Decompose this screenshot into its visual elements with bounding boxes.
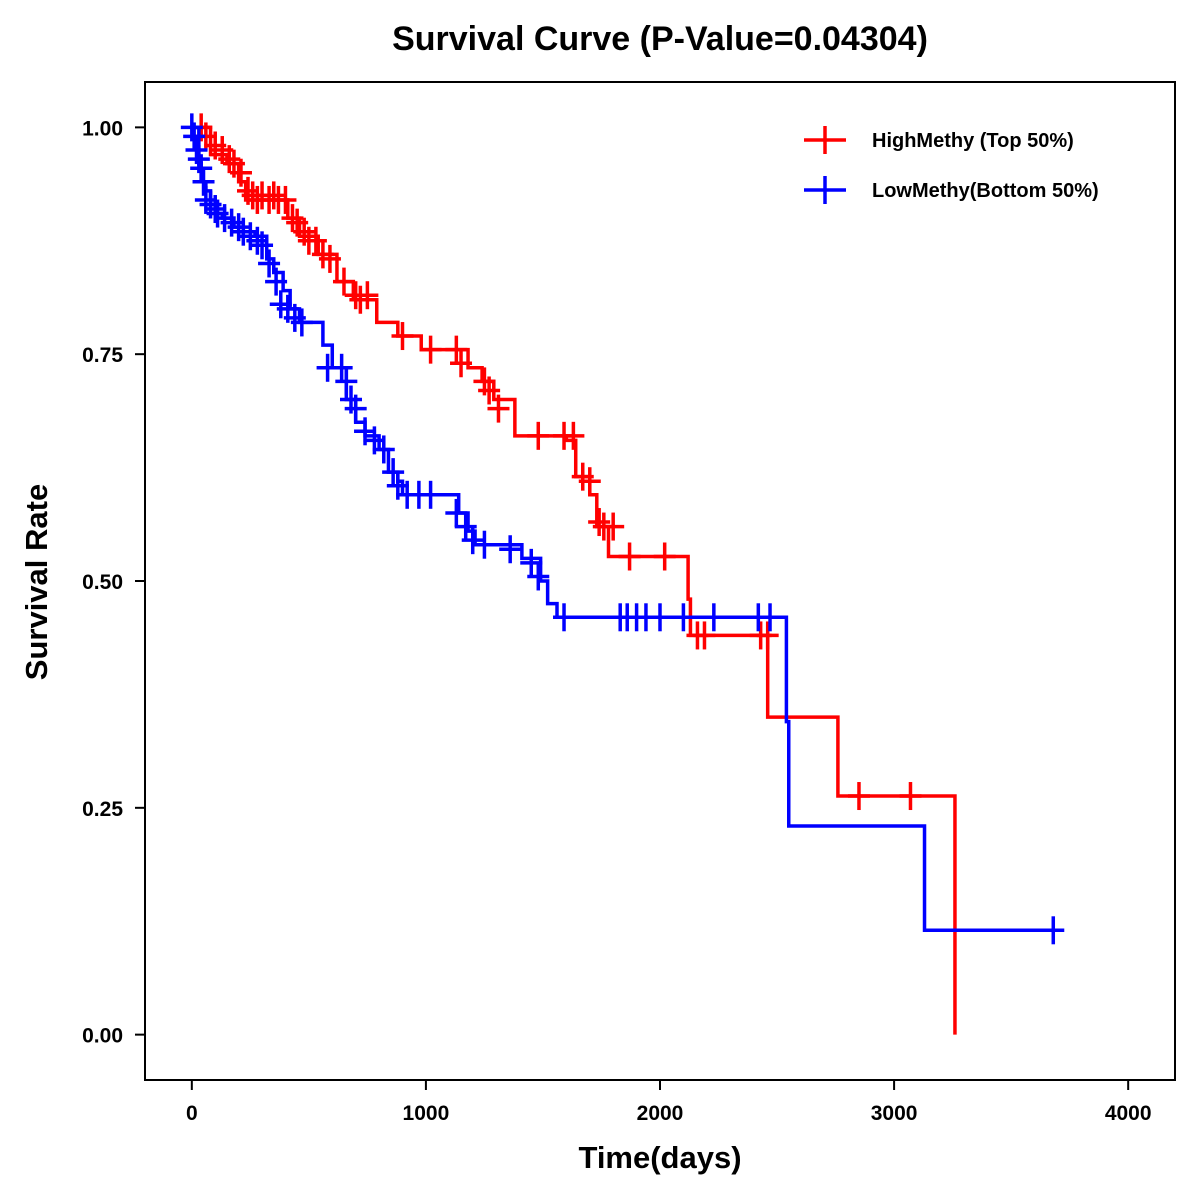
censor-mark xyxy=(332,267,355,296)
y-tick-label: 0.25 xyxy=(82,798,123,821)
censor-mark xyxy=(478,376,501,405)
legend-entry-low: LowMethy(Bottom 50%) xyxy=(804,176,1099,204)
censor-mark xyxy=(693,621,716,650)
censor-mark xyxy=(190,154,213,183)
censor-mark xyxy=(227,213,250,242)
censor-mark xyxy=(445,335,468,364)
x-tick-label: 4000 xyxy=(1105,1102,1152,1125)
censor-mark xyxy=(1042,916,1065,945)
censor-mark xyxy=(382,458,405,487)
series-0 xyxy=(190,113,957,1035)
censor-mark xyxy=(702,603,725,632)
censor-mark xyxy=(649,603,671,632)
y-tick-label: 0.00 xyxy=(82,1025,123,1048)
censor-mark xyxy=(281,204,304,233)
censor-mark xyxy=(672,603,695,632)
censor-mark xyxy=(899,782,922,811)
censor-mark xyxy=(527,562,550,591)
censor-mark xyxy=(262,181,285,210)
legend-label-low: LowMethy(Bottom 50%) xyxy=(872,180,1099,202)
censor-mark xyxy=(356,281,379,310)
censor-mark xyxy=(183,122,206,151)
x-axis-title: Time(days) xyxy=(578,1140,741,1175)
censor-mark xyxy=(318,244,341,273)
y-tick-label: 1.00 xyxy=(82,117,123,140)
series-line xyxy=(191,125,957,1035)
censor-mark xyxy=(274,185,297,214)
x-tick-label: 3000 xyxy=(871,1102,918,1125)
legend-label-high: HighMethy (Top 50%) xyxy=(872,130,1074,152)
legend: HighMethy (Top 50%) LowMethy(Bottom 50%) xyxy=(804,126,1099,204)
series-1 xyxy=(180,113,1065,945)
censor-mark xyxy=(759,603,782,632)
x-tick-label: 2000 xyxy=(637,1102,684,1125)
censor-mark xyxy=(419,335,442,364)
censor-mark xyxy=(450,349,473,378)
censor-mark xyxy=(344,394,367,423)
x-axis: 0 1000 2000 3000 4000 xyxy=(186,1080,1152,1125)
y-axis: 0.00 0.25 0.50 0.75 1.00 xyxy=(82,117,145,1048)
y-axis-title: Survival Rate xyxy=(19,484,54,680)
legend-entry-high: HighMethy (Top 50%) xyxy=(804,126,1074,154)
censor-mark xyxy=(258,249,281,278)
y-tick-label: 0.50 xyxy=(82,571,123,594)
censor-mark xyxy=(473,530,496,559)
x-tick-label: 1000 xyxy=(403,1102,450,1125)
censor-mark xyxy=(653,542,676,571)
censor-mark xyxy=(487,394,510,423)
chart-title: Survival Curve (P-Value=0.04304) xyxy=(392,20,928,58)
censor-mark xyxy=(756,621,779,650)
censor-mark xyxy=(618,542,641,571)
censor-mark xyxy=(588,508,611,537)
censor-mark xyxy=(246,226,269,255)
censor-mark xyxy=(251,231,274,260)
censor-mark xyxy=(602,512,625,541)
censor-mark xyxy=(419,480,442,509)
censor-mark xyxy=(499,535,522,564)
censor-mark xyxy=(562,421,585,450)
censor-mark xyxy=(445,498,468,527)
censor-mark xyxy=(265,267,288,296)
series-line xyxy=(191,125,1054,933)
censor-mark xyxy=(391,322,414,351)
censor-mark xyxy=(218,145,241,174)
censor-mark xyxy=(192,167,215,196)
x-tick-label: 0 xyxy=(186,1102,198,1125)
censor-mark xyxy=(461,526,484,555)
censor-mark xyxy=(229,158,252,187)
censor-mark xyxy=(527,421,550,450)
censor-mark xyxy=(335,367,358,396)
censor-mark xyxy=(553,603,576,632)
y-tick-label: 0.75 xyxy=(82,344,123,367)
censor-mark xyxy=(578,467,601,496)
censor-mark xyxy=(372,435,395,464)
series-layer xyxy=(180,113,1065,1035)
censor-mark xyxy=(290,308,313,337)
censor-mark xyxy=(847,782,870,811)
censor-mark xyxy=(330,353,353,382)
